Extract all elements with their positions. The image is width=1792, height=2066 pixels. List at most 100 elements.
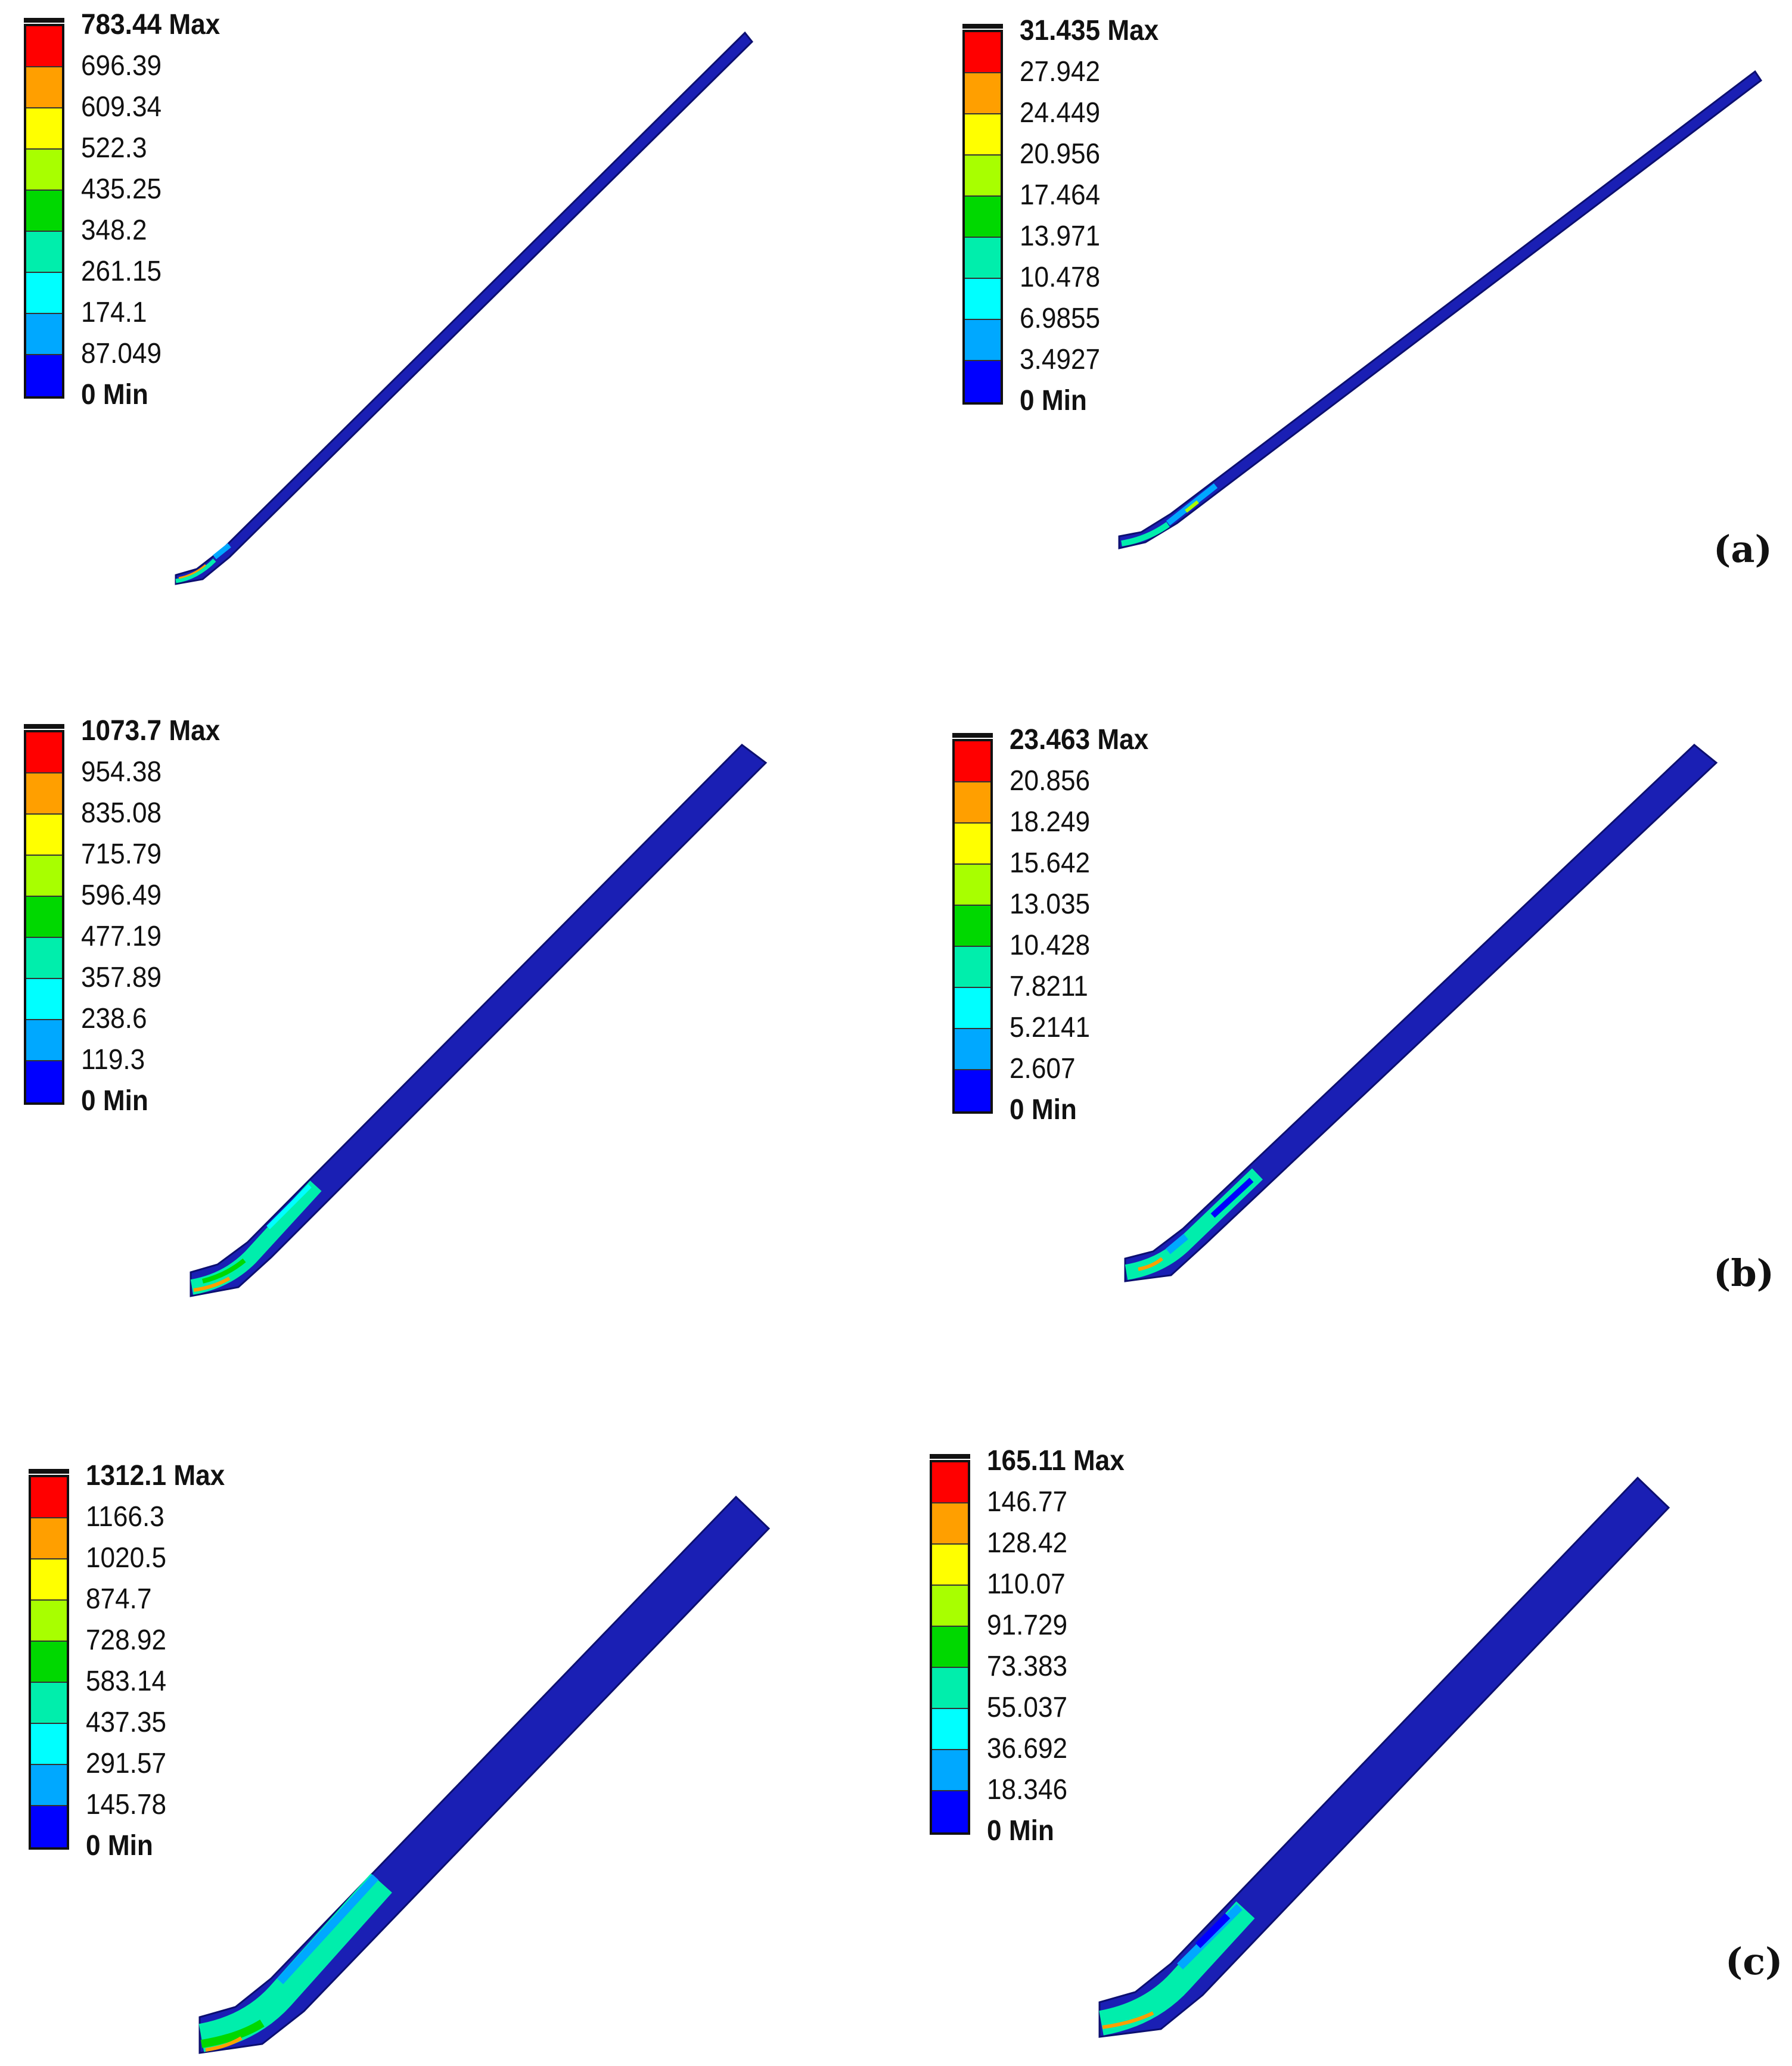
legend-tick-label: 13.035 [1010,888,1091,920]
legend-tick-label: 348.2 [81,215,147,246]
legend-tick-label: 174.1 [81,297,147,328]
legend-band [955,824,990,865]
legend-tick-label: 119.3 [81,1044,145,1076]
legend-max-label: 1312.1 Max [86,1460,225,1492]
legend-tick-label: 24.449 [1020,97,1101,129]
legend-band [26,26,62,67]
legend-tick-label: 583.14 [86,1666,167,1697]
legend-tick-label: 609.34 [81,91,162,123]
legend-tick-label: 13.971 [1020,220,1101,252]
legend-tick-label: 27.942 [1020,56,1101,88]
legend-tick-label: 20.956 [1020,138,1101,170]
legend-tick-label: 146.77 [987,1486,1068,1518]
legend-tick-label: 17.464 [1020,179,1101,211]
legend-band [932,1586,968,1627]
legend-band [26,273,62,314]
legend-band [965,197,1001,238]
legend-band [965,32,1001,73]
legend-bar [29,1475,69,1850]
legend-band [26,314,62,355]
legend-tick-label: 1020.5 [86,1542,167,1574]
legend-band [26,67,62,108]
legend-tick-label: 6.9855 [1020,303,1101,334]
legend-tick-label: 73.383 [987,1651,1068,1682]
legend-band [965,361,1001,402]
legend-tick-label: 477.19 [81,921,162,952]
legend-band [31,1559,67,1601]
legend-tick-label: 715.79 [81,838,162,870]
legend-band [965,114,1001,156]
legend-band [955,1070,990,1111]
legend-bar [930,1460,970,1835]
legend-tick-label: 145.78 [86,1789,167,1820]
legend-band [955,947,990,988]
legend-tick-label: 20.856 [1010,765,1091,797]
legend-bar [952,739,993,1114]
legend-min-label: 0 Min [81,379,148,411]
legend-tick-label: 18.249 [1010,806,1091,838]
legend-tick-label: 10.428 [1010,930,1091,961]
legend-tick-label: 437.35 [86,1707,167,1738]
legend-band [932,1462,968,1503]
legend-band [955,741,990,782]
legend-band [26,150,62,191]
legend-band [26,108,62,150]
legend-band [965,156,1001,197]
legend-tick-label: 435.25 [81,173,162,205]
legend-tick-label: 128.42 [987,1527,1068,1559]
legend-band [31,1477,67,1518]
legend-band [955,865,990,906]
legend-min-label: 0 Min [987,1815,1054,1847]
legend-min-label: 0 Min [81,1085,148,1117]
legend-band [31,1724,67,1765]
legend-max-label: 1073.7 Max [81,715,220,747]
legend-band [26,232,62,273]
legend-tick-label: 3.4927 [1020,344,1101,375]
legend-tick-label: 696.39 [81,50,162,82]
legend-band [31,1683,67,1724]
legend-band [932,1627,968,1668]
tag-a: (a) [1713,527,1772,571]
legend-band [965,279,1001,320]
legend-tick-label: 357.89 [81,962,162,993]
legend-bar [24,24,64,399]
legend-band [932,1750,968,1791]
legend-tick-label: 110.07 [987,1568,1066,1600]
legend-tick-label: 261.15 [81,256,162,287]
legend-max-label: 783.44 Max [81,9,220,41]
legend-band [965,73,1001,114]
legend-tick-label: 15.642 [1010,847,1091,879]
tag-c: (c) [1725,1940,1783,1983]
legend-band [26,938,62,979]
legend-band [26,815,62,856]
legend-band [955,1029,990,1070]
legend-tick-label: 91.729 [987,1610,1068,1641]
legend-band [965,238,1001,279]
legend-band [955,782,990,824]
legend-band [26,732,62,773]
legend-tick-label: 522.3 [81,132,147,164]
legend-min-label: 0 Min [1010,1094,1077,1126]
legend-tick-label: 874.7 [86,1583,152,1615]
legend-tick-label: 10.478 [1020,262,1101,293]
legend-max-label: 23.463 Max [1010,724,1149,756]
legend-band [955,906,990,947]
legend-band [31,1642,67,1683]
legend-band [26,773,62,815]
legend-band [31,1765,67,1806]
legend-bar [24,730,64,1105]
legend-band [932,1545,968,1586]
legend-band [26,897,62,938]
legend-band [26,979,62,1020]
legend-band [955,988,990,1029]
legend-tick-label: 954.38 [81,756,162,788]
legend-tick-label: 1166.3 [86,1501,164,1533]
legend-tick-label: 36.692 [987,1733,1068,1764]
legend-tick-label: 728.92 [86,1624,167,1656]
legend-band [932,1709,968,1750]
legend-bar [962,30,1003,405]
legend-band [26,355,62,396]
legend-band [932,1503,968,1545]
legend-band [26,1061,62,1102]
